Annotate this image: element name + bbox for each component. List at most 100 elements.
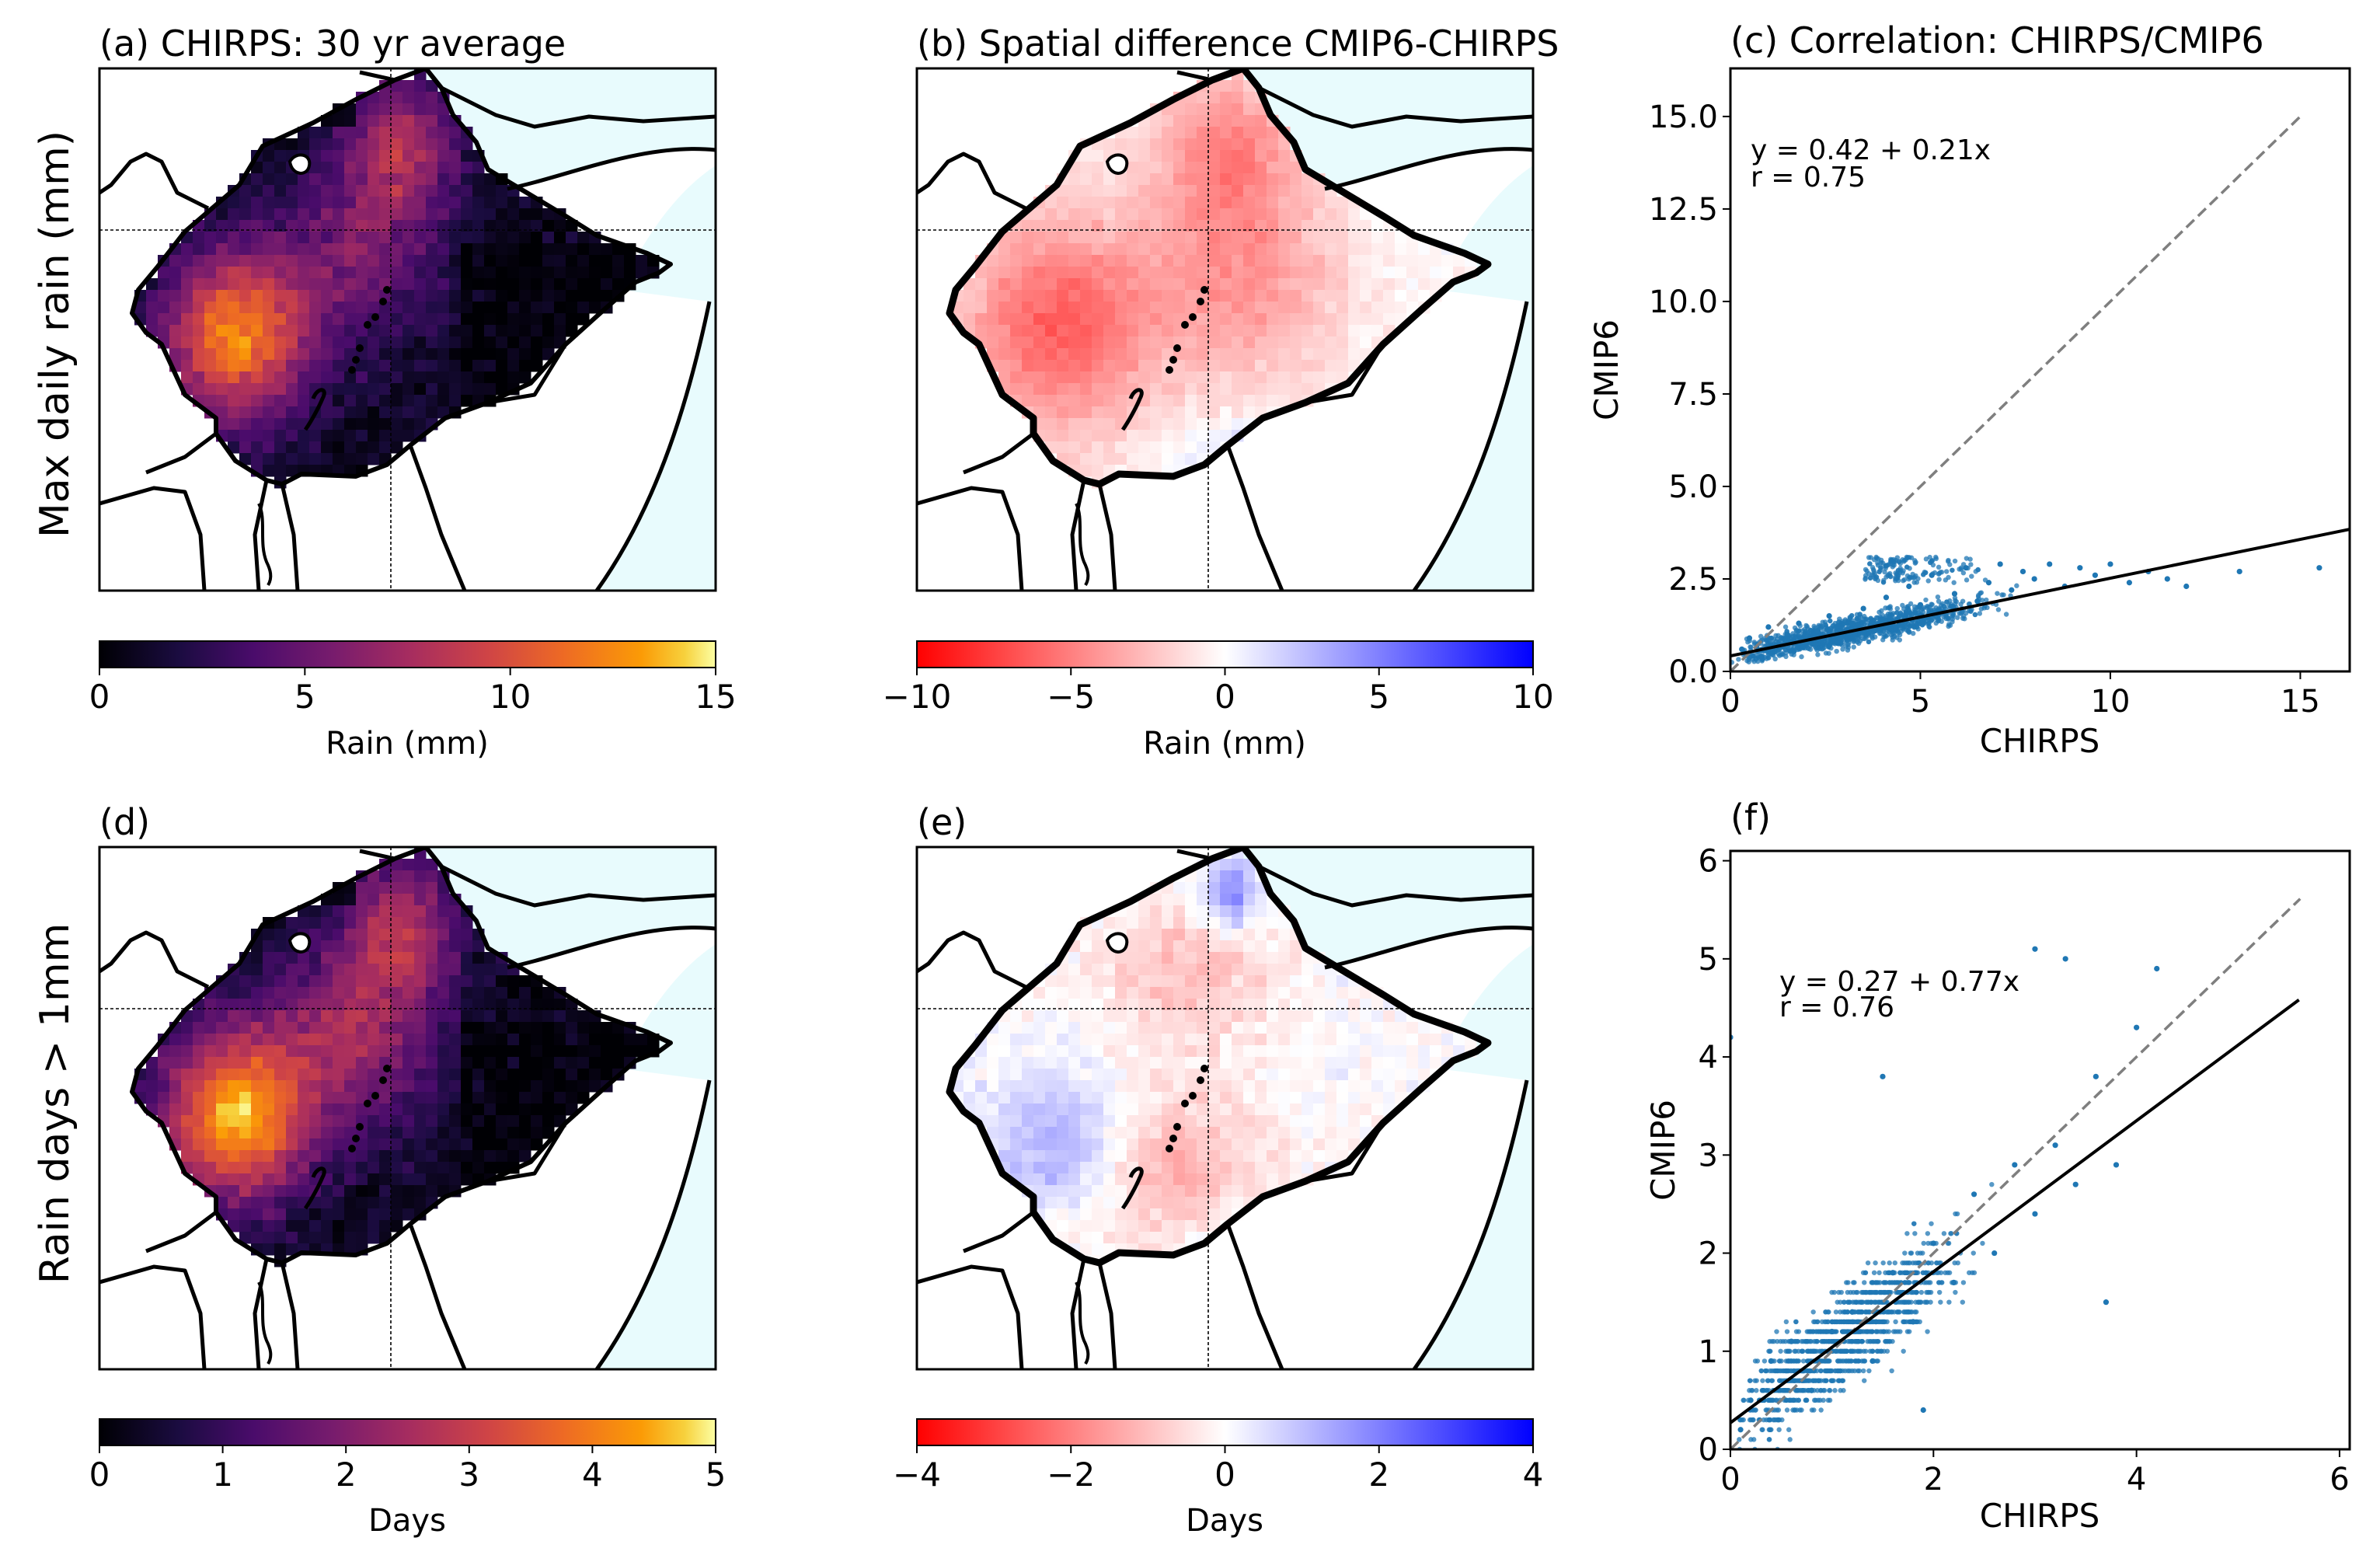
y-tick-label: 5.0	[1668, 469, 1718, 505]
panel-title-f: (f)	[1730, 797, 1771, 839]
x-tick-label: 2	[1924, 1462, 1943, 1497]
x-tick-label: 0	[1720, 684, 1740, 720]
colorbar-tick-label: 0	[1214, 678, 1235, 716]
scatter-point	[2019, 568, 2026, 575]
scatter-point	[1870, 1358, 1876, 1364]
scatter-point	[1929, 572, 1935, 578]
colorbar-a	[99, 640, 716, 668]
xlabel-f: CHIRPS	[1980, 1497, 2099, 1535]
scatter-point	[1991, 1250, 1998, 1257]
scatter-point	[2012, 1162, 2018, 1168]
colorbar-tick-label: −2	[1047, 1456, 1095, 1494]
scatter-point	[1917, 601, 1924, 608]
y-tick-label: 2.5	[1668, 562, 1718, 598]
scatter-point	[2077, 565, 2083, 571]
scatter-point	[1758, 654, 1764, 660]
fit-equation-c: y = 0.42 + 0.21x	[1751, 134, 1991, 166]
regression-line	[1730, 528, 2350, 657]
scatter-point	[1985, 580, 1992, 586]
scatter-point	[2316, 565, 2323, 571]
colorbar-tick-label: 0	[1214, 1456, 1235, 1494]
scatter-point	[1838, 635, 1844, 641]
scatter-point	[1814, 628, 1821, 634]
y-tick-label: 10.0	[1649, 284, 1718, 320]
y-tick-label: 6	[1699, 844, 1718, 880]
colorbar-tick-label: 5	[294, 678, 315, 716]
colorbar-tick-label: 4	[1523, 1456, 1544, 1494]
colorbar-tick-label: 4	[582, 1456, 603, 1494]
scatter-point	[1997, 561, 2003, 567]
one-to-one-line	[1730, 898, 2302, 1449]
scatter-point	[2183, 583, 2190, 590]
colorbar-b	[916, 640, 1534, 668]
scatter-point	[2092, 572, 2098, 578]
scatter-point	[1974, 598, 1981, 605]
scatter-point	[2107, 561, 2113, 567]
colorbar-label-e: Days	[1186, 1503, 1263, 1539]
scatter-point	[1765, 624, 1772, 630]
x-tick-label: 10	[2091, 684, 2131, 720]
scatter-point	[1784, 631, 1790, 637]
colorbar-tick-label: 10	[1512, 678, 1553, 716]
row-label-bottom: Rain days > 1mm	[32, 923, 78, 1285]
colorbar-tick-label: −5	[1047, 678, 1095, 716]
scatter-point	[2154, 965, 2160, 972]
y-tick-label: 5	[1699, 942, 1718, 978]
panel-title-c: (c) Correlation: CHIRPS/CMIP6	[1730, 19, 2264, 61]
scatter-point	[2126, 580, 2133, 586]
scatter-point-cloud	[1730, 554, 2019, 665]
y-tick-label: 1	[1699, 1334, 1718, 1370]
colorbar-tick-label: 0	[89, 1456, 110, 1494]
scatter-point	[1890, 1270, 1896, 1276]
scatter-point	[2236, 568, 2242, 575]
scatter-point	[1739, 646, 1745, 653]
scatter-point	[1849, 1309, 1856, 1315]
fit-r-c: r = 0.75	[1751, 162, 1866, 194]
x-tick-label: 15	[2281, 684, 2320, 720]
x-tick-label: 5	[1911, 684, 1930, 720]
map-panel-e	[915, 845, 1535, 1371]
scatter-point	[2032, 946, 2038, 952]
scatter-panel-c: 0 5 10 15 0.0 2.5 5.0 7.5 10.0 12.5 15.0	[1649, 67, 2351, 720]
map-panel-a	[98, 67, 717, 592]
scatter-point	[2103, 1299, 2110, 1306]
scatter-point	[1748, 1397, 1754, 1403]
colorbar-tick-label: −4	[893, 1456, 941, 1494]
colorbar-tick-label: 5	[1368, 678, 1389, 716]
colorbar-tick-label: 3	[458, 1456, 479, 1494]
scatter-panel-f: 0 2 4 6 0 1 2 3 4 5 6	[1699, 844, 2351, 1497]
scatter-point	[1737, 1427, 1744, 1433]
panel-title-e: (e)	[917, 801, 967, 843]
scatter-point	[2134, 1024, 2140, 1030]
ylabel-f: CMIP6	[1644, 1100, 1682, 1201]
colorbar-ticks: 0 5 10 15 −10 −5 0 5 10 0 1 2 3 4 5 −4 −2 0 2 4	[89, 668, 1554, 1494]
colorbar-d	[99, 1418, 716, 1446]
ylabel-c: CMIP6	[1587, 319, 1626, 420]
scatter-point	[1951, 591, 1958, 597]
scatter-point	[2009, 587, 2015, 593]
scatter-point	[1910, 1319, 1916, 1325]
colorbar-label-d: Days	[368, 1503, 446, 1539]
scatter-point	[2072, 1181, 2079, 1187]
colorbar-tick-label: 10	[490, 678, 531, 716]
colorbar-e	[916, 1418, 1534, 1446]
scatter-point	[2052, 1142, 2058, 1149]
colorbar-tick-label: 15	[695, 678, 736, 716]
x-tick-label: 0	[1720, 1462, 1740, 1497]
xlabel-c: CHIRPS	[1980, 722, 2099, 760]
x-tick-label: 6	[2329, 1462, 2349, 1497]
scatter-point	[1808, 1387, 1815, 1393]
colorbar-tick-label: 5	[706, 1456, 727, 1494]
scatter-point	[1880, 1073, 1886, 1079]
y-tick-label: 2	[1699, 1236, 1718, 1272]
one-to-one-line	[1730, 115, 2302, 671]
fit-r-f: r = 0.76	[1779, 992, 1894, 1023]
colorbar-label-a: Rain (mm)	[326, 726, 489, 762]
colorbar-tick-label: 2	[336, 1456, 357, 1494]
colorbar-tick-label: 0	[89, 678, 110, 716]
scatter-point	[1796, 620, 1802, 626]
colorbar-tick-label: −10	[883, 678, 952, 716]
scatter-point	[1788, 1338, 1794, 1344]
y-tick-label: 0	[1699, 1432, 1718, 1468]
